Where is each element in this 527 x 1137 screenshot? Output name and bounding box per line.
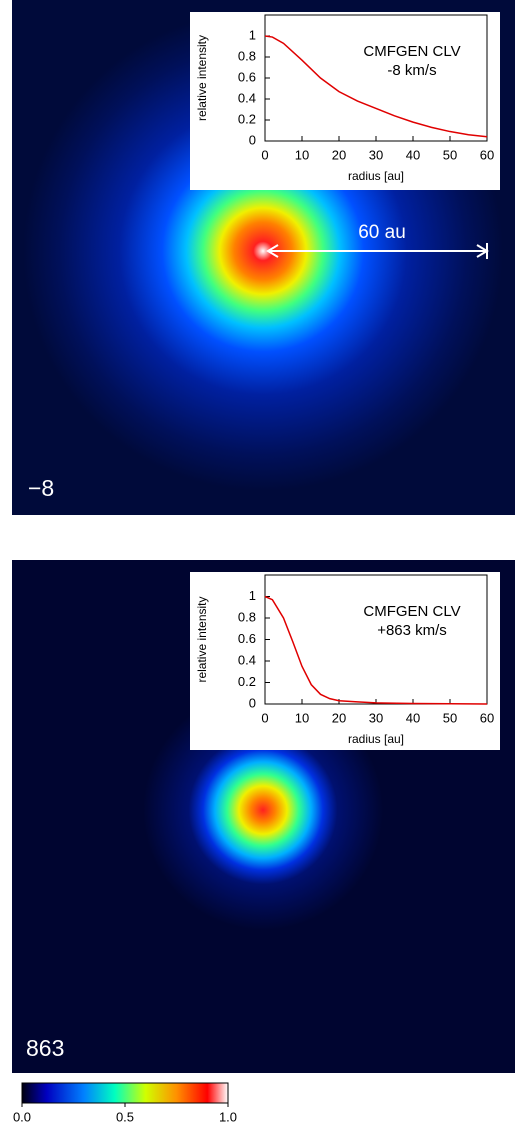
x-tick-label: 10 (295, 147, 309, 162)
x-tick-label: 0 (261, 147, 268, 162)
x-tick-label: 30 (369, 147, 383, 162)
scale-label: 60 au (358, 222, 406, 243)
y-tick-label: 0.6 (238, 631, 256, 646)
y-tick-label: 0.2 (238, 111, 256, 126)
y-tick-label: 1 (249, 27, 256, 42)
profile-line (264, 595, 488, 705)
x-axis-label: radius [au] (348, 169, 404, 183)
colorbar (21, 1082, 229, 1104)
x-tick-label: 20 (332, 710, 346, 725)
y-tick-label: 0.8 (238, 48, 256, 63)
y-axis-label: relative intensity (195, 596, 209, 682)
profile-line (264, 35, 488, 138)
colorbar-tick-label: 0.5 (116, 1109, 134, 1124)
x-tick-label: 0 (261, 710, 268, 725)
scale-arrow (266, 243, 489, 259)
inset (190, 12, 500, 190)
inset-subtitle: -8 km/s (387, 62, 436, 79)
inset-title: CMFGEN CLV (363, 43, 460, 60)
panel-label: 863 (26, 1035, 64, 1061)
y-tick-label: 0.6 (238, 69, 256, 84)
y-tick-label: 0.2 (238, 674, 256, 689)
panel-label: −8 (28, 475, 54, 501)
x-tick-label: 40 (406, 710, 420, 725)
y-tick-label: 0.8 (238, 609, 256, 624)
y-tick-label: 1 (249, 588, 256, 603)
y-tick-label: 0 (249, 132, 256, 147)
x-tick-label: 10 (295, 710, 309, 725)
inset (190, 572, 500, 750)
x-tick-label: 30 (369, 710, 383, 725)
x-tick-label: 60 (480, 710, 494, 725)
y-tick-label: 0.4 (238, 652, 256, 667)
inset-title: CMFGEN CLV (363, 603, 460, 620)
colorbar-tick-label: 0.0 (13, 1109, 31, 1124)
x-tick-label: 60 (480, 147, 494, 162)
x-axis-label: radius [au] (348, 732, 404, 746)
y-tick-label: 0.4 (238, 90, 256, 105)
y-axis-label: relative intensity (195, 35, 209, 121)
y-tick-label: 0 (249, 695, 256, 710)
x-tick-label: 50 (443, 147, 457, 162)
colorbar-tick-label: 1.0 (219, 1109, 237, 1124)
inset-subtitle: +863 km/s (377, 622, 447, 639)
x-tick-label: 40 (406, 147, 420, 162)
x-tick-label: 50 (443, 710, 457, 725)
x-tick-label: 20 (332, 147, 346, 162)
